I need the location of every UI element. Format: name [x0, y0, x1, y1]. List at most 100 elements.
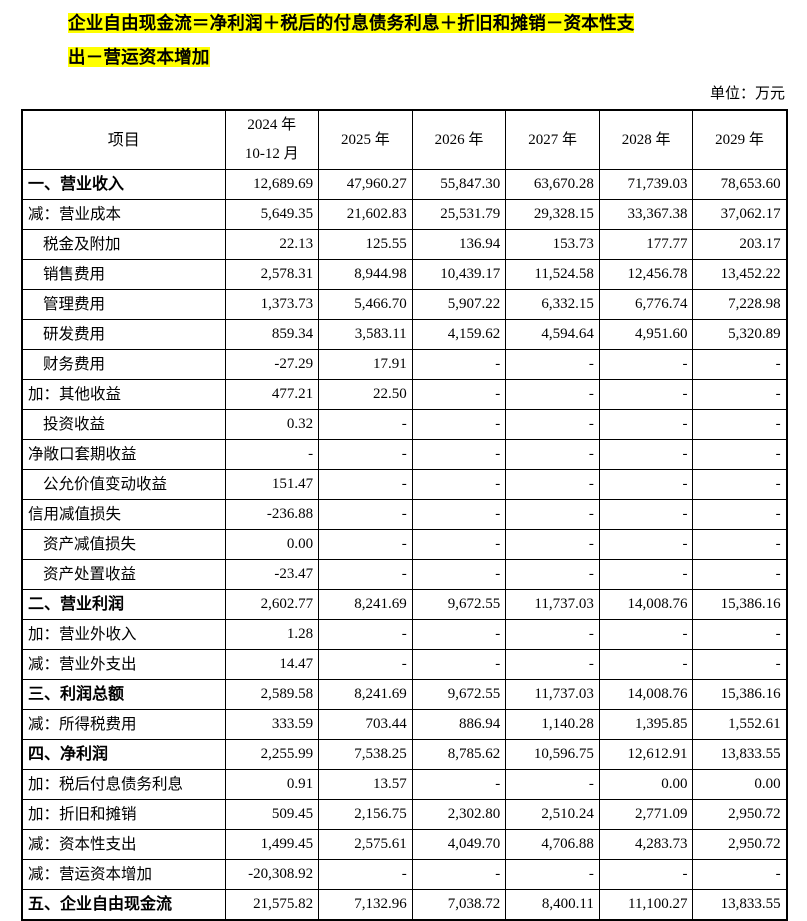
row-label: 加：营业外收入: [21, 619, 226, 650]
row-value: -: [224, 439, 320, 470]
row-value: 0.32: [224, 409, 320, 440]
row-value: -: [598, 349, 694, 380]
row-label: 二、营业利润: [21, 589, 226, 620]
row-value: -: [318, 559, 413, 590]
row-value: 886.94: [411, 709, 507, 740]
row-value: 17.91: [318, 349, 413, 380]
row-value: 8,785.62: [411, 739, 507, 770]
row-value: -: [505, 379, 600, 410]
row-value: -: [692, 859, 788, 890]
row-value: 3,583.11: [318, 319, 413, 350]
row-value: 25,531.79: [411, 199, 507, 230]
row-value: 0.00: [692, 769, 788, 800]
row-value: -: [318, 859, 413, 890]
row-value: -23.47: [224, 559, 320, 590]
row-label: 资产减值损失: [21, 529, 226, 560]
table-row: 加：营业外收入 1.28- - - - -: [21, 619, 788, 650]
row-value: 12,612.91: [598, 739, 694, 770]
row-value: -: [692, 529, 788, 560]
row-value: -236.88: [224, 499, 320, 530]
row-value: -: [318, 469, 413, 500]
document-page: 企业自由现金流＝净利润＋税后的付息债务利息＋折旧和摊销－资本性支 出－营运资本增加…: [21, 13, 788, 921]
row-value: 151.47: [224, 469, 320, 500]
row-value: 125.55: [318, 229, 413, 260]
row-label: 减：营业成本: [21, 199, 226, 230]
row-value: 0.00: [598, 769, 694, 800]
column-header-2029: 2029 年: [692, 109, 788, 170]
row-value: 9,672.55: [411, 589, 507, 620]
row-value: 7,132.96: [318, 889, 413, 921]
row-value: 177.77: [598, 229, 694, 260]
row-value: -: [598, 619, 694, 650]
row-value: -: [505, 439, 600, 470]
row-label: 减：资本性支出: [21, 829, 226, 860]
row-value: 4,159.62: [411, 319, 507, 350]
table-row: 净敞口套期收益 - - - - - -: [21, 439, 788, 470]
row-value: 5,907.22: [411, 289, 507, 320]
table-row: 四、净利润 2,255.99 7,538.25 8,785.62 10,596.75 12…: [21, 739, 788, 770]
row-value: 203.17: [692, 229, 788, 260]
row-value: 6,776.74: [598, 289, 694, 320]
row-value: -20,308.92: [224, 859, 320, 890]
row-value: -: [411, 769, 507, 800]
row-value: 2,510.24: [505, 799, 600, 830]
row-value: -: [411, 379, 507, 410]
table-row: 研发费用 859.34 3,583.11 4,159.62 4,594.64 4,951.…: [21, 319, 788, 350]
row-value: -: [411, 619, 507, 650]
row-value: -: [598, 409, 694, 440]
row-value: 4,594.64: [505, 319, 600, 350]
row-value: 509.45: [224, 799, 320, 830]
row-value: 2,771.09: [598, 799, 694, 830]
row-value: 4,283.73: [598, 829, 694, 860]
row-value: 13.57: [318, 769, 413, 800]
table-row: 五、企业自由现金流 21,575.82 7,132.96 7,038.72 8,400.…: [21, 889, 788, 921]
table-header: 项目 2024 年 10-12 月 2025 年 2026 年 2027 年 2…: [21, 109, 788, 170]
row-value: 1,499.45: [224, 829, 320, 860]
row-value: 0.91: [224, 769, 320, 800]
row-value: 13,452.22: [692, 259, 788, 290]
row-value: -: [411, 649, 507, 680]
row-value: 8,944.98: [318, 259, 413, 290]
column-header-item: 项目: [21, 109, 226, 170]
row-value: 7,538.25: [318, 739, 413, 770]
row-value: 477.21: [224, 379, 320, 410]
row-value: 8,400.11: [505, 889, 600, 921]
row-value: 78,653.60: [692, 169, 788, 200]
column-header-2027: 2027 年: [505, 109, 600, 170]
row-value: -: [692, 379, 788, 410]
row-value: 333.59: [224, 709, 320, 740]
row-value: -: [598, 859, 694, 890]
table-row: 减：营业外支出 14.47- - - - -: [21, 649, 788, 680]
row-value: -: [505, 649, 600, 680]
row-label: 净敞口套期收益: [21, 439, 226, 470]
row-value: -: [318, 529, 413, 560]
row-value: 33,367.38: [598, 199, 694, 230]
row-value: 4,049.70: [411, 829, 507, 860]
table-row: 加：其他收益 477.21 22.50- - - -: [21, 379, 788, 410]
table-row: 减：营运资本增加 -20,308.92- - - - -: [21, 859, 788, 890]
row-value: -: [692, 349, 788, 380]
row-value: 15,386.16: [692, 589, 788, 620]
row-value: -: [505, 859, 600, 890]
row-label: 加：其他收益: [21, 379, 226, 410]
row-value: -: [411, 529, 507, 560]
column-header-2024-line1: 2024 年: [247, 117, 297, 133]
table-row: 管理费用 1,373.73 5,466.70 5,907.22 6,332.15 6,77…: [21, 289, 788, 320]
row-value: 11,737.03: [505, 589, 600, 620]
row-value: 5,466.70: [318, 289, 413, 320]
row-value: 37,062.17: [692, 199, 788, 230]
row-value: 2,575.61: [318, 829, 413, 860]
row-value: -: [598, 649, 694, 680]
row-value: -: [692, 559, 788, 590]
row-value: -: [692, 439, 788, 470]
row-value: 2,255.99: [224, 739, 320, 770]
row-value: 2,302.80: [411, 799, 507, 830]
row-label: 投资收益: [21, 409, 226, 440]
row-value: 14,008.76: [598, 679, 694, 710]
row-value: 5,320.89: [692, 319, 788, 350]
row-value: 21,602.83: [318, 199, 413, 230]
row-value: -: [411, 559, 507, 590]
row-value: -: [505, 409, 600, 440]
row-value: -: [505, 499, 600, 530]
row-label: 税金及附加: [21, 229, 226, 260]
